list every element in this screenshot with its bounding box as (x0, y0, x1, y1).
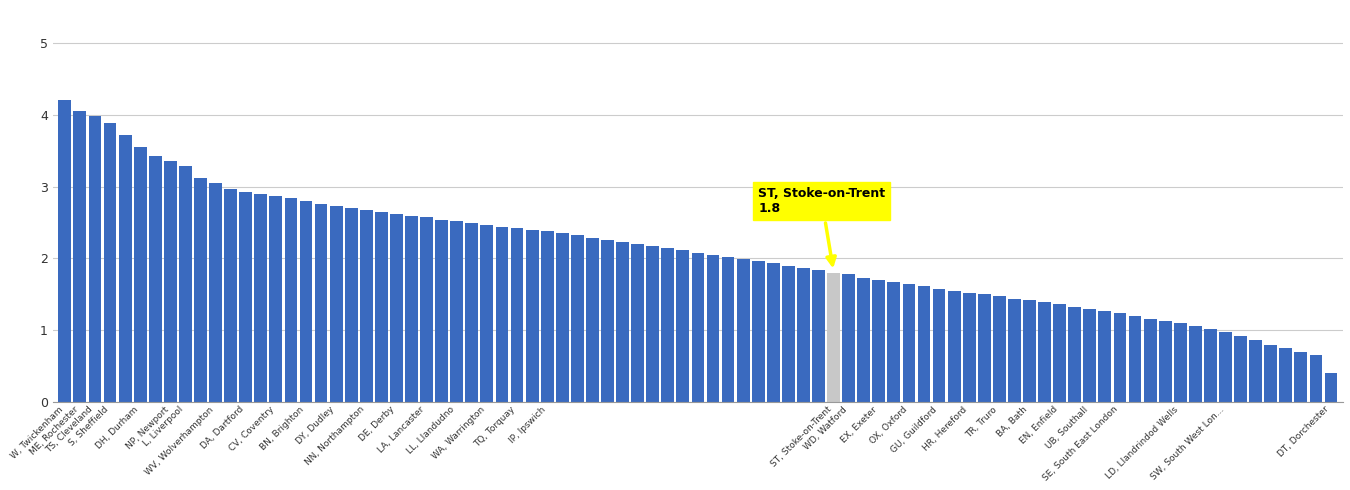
Bar (1204, 329, 1216, 402)
Bar (616, 242, 629, 402)
Bar (134, 147, 147, 402)
Bar (360, 210, 373, 402)
Bar (842, 274, 855, 402)
Bar (254, 194, 267, 402)
Bar (933, 289, 945, 402)
Bar (752, 261, 764, 402)
Bar (948, 291, 961, 402)
Bar (104, 123, 116, 402)
Bar (1129, 316, 1142, 402)
Bar (601, 240, 614, 402)
Bar (1310, 355, 1323, 402)
Bar (466, 223, 478, 402)
Bar (813, 270, 825, 402)
Bar (239, 192, 252, 402)
Bar (706, 255, 720, 402)
Bar (767, 264, 780, 402)
Bar (119, 135, 131, 402)
Bar (451, 221, 463, 402)
Bar (1249, 340, 1262, 402)
Bar (1265, 344, 1277, 402)
Bar (647, 246, 659, 402)
Bar (270, 196, 282, 402)
Bar (180, 167, 192, 402)
Bar (632, 244, 644, 402)
Bar (918, 286, 930, 402)
Bar (315, 204, 328, 402)
Bar (1189, 326, 1202, 402)
Bar (1114, 313, 1126, 402)
Bar (782, 266, 795, 402)
Bar (285, 198, 297, 402)
Bar (1099, 311, 1111, 402)
Bar (209, 183, 221, 402)
Bar (1158, 321, 1172, 402)
Bar (887, 282, 900, 402)
Bar (1280, 348, 1292, 402)
Bar (194, 178, 207, 402)
Bar (525, 230, 539, 402)
Bar (571, 235, 583, 402)
Bar (163, 161, 177, 402)
Bar (1023, 300, 1035, 402)
Bar (344, 208, 358, 402)
Bar (375, 212, 387, 402)
Bar (1324, 373, 1338, 402)
Bar (662, 248, 674, 402)
Bar (1174, 323, 1187, 402)
Bar (390, 214, 402, 402)
Bar (89, 116, 101, 402)
Bar (148, 156, 162, 402)
Bar (872, 280, 886, 402)
Bar (1053, 304, 1066, 402)
Bar (1143, 318, 1157, 402)
Bar (857, 278, 871, 402)
Bar (737, 259, 749, 402)
Bar (722, 257, 734, 402)
Bar (1234, 336, 1247, 402)
Bar (903, 284, 915, 402)
Bar (1008, 298, 1021, 402)
Bar (510, 228, 524, 402)
Bar (541, 231, 554, 402)
Bar (420, 218, 433, 402)
Bar (691, 253, 705, 402)
Bar (329, 206, 343, 402)
Bar (481, 225, 493, 402)
Bar (556, 233, 568, 402)
Bar (977, 294, 991, 402)
Bar (994, 296, 1006, 402)
Bar (405, 216, 418, 402)
Bar (963, 293, 976, 402)
Bar (828, 273, 840, 402)
Bar (435, 220, 448, 402)
Bar (300, 201, 312, 402)
Bar (73, 111, 86, 402)
Bar (224, 189, 238, 402)
Bar (676, 250, 690, 402)
Text: ST, Stoke-on-Trent
1.8: ST, Stoke-on-Trent 1.8 (759, 187, 886, 265)
Bar (1295, 352, 1307, 402)
Bar (796, 268, 810, 402)
Bar (1068, 307, 1081, 402)
Bar (495, 227, 509, 402)
Bar (1084, 309, 1096, 402)
Bar (1219, 332, 1233, 402)
Bar (58, 100, 72, 402)
Bar (586, 238, 599, 402)
Bar (1038, 302, 1052, 402)
